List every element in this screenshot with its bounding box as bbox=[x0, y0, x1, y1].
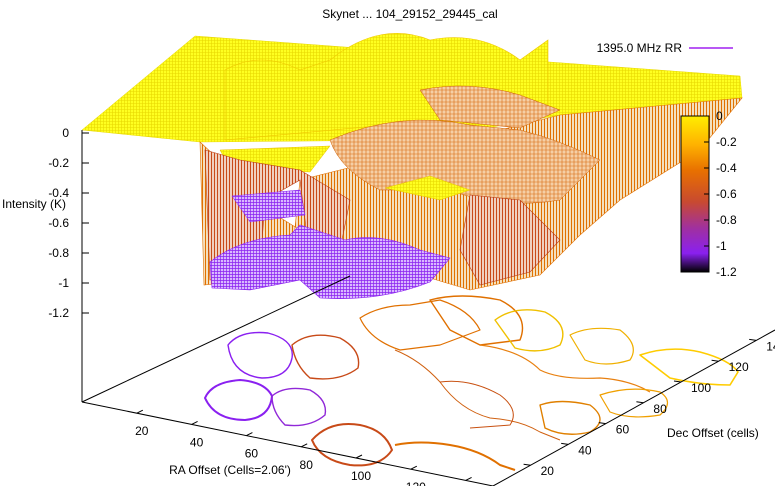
y-tick-mark bbox=[711, 359, 719, 362]
x-tick-label: 120 bbox=[406, 480, 426, 486]
x-tick-mark bbox=[246, 432, 253, 437]
z-tick-label: -1.2 bbox=[48, 306, 69, 320]
colorbar-tick-label: 0 bbox=[716, 109, 723, 123]
axes-frame bbox=[81, 130, 775, 487]
contour-yellow-2 bbox=[569, 327, 634, 365]
y-tick-mark bbox=[598, 422, 606, 425]
back-x-axis-line bbox=[81, 275, 351, 403]
x-tick-label: 60 bbox=[245, 447, 259, 461]
surface-terrace-1 bbox=[329, 119, 601, 204]
y-tick-mark bbox=[673, 380, 682, 383]
contour-orange-3 bbox=[394, 349, 561, 441]
x-tick-mark bbox=[300, 443, 308, 448]
surface-plot bbox=[81, 33, 743, 299]
contour-red-2 bbox=[311, 423, 393, 467]
x-tick-label: 20 bbox=[135, 424, 149, 438]
x-axis-line bbox=[81, 401, 494, 487]
z-tick-label: -0.6 bbox=[48, 216, 69, 230]
y-axis-label: Dec Offset (cells) bbox=[667, 426, 759, 440]
x-tick-label: 100 bbox=[351, 469, 371, 483]
contour-orange-6 bbox=[394, 441, 516, 471]
x-tick-mark bbox=[136, 409, 144, 414]
contour-purple-2 bbox=[204, 379, 273, 421]
colorbar: 0 -0.2 -0.4 -0.6 -0.8 -1 -1.2 bbox=[680, 109, 737, 279]
colorbar-tick-label: -0.6 bbox=[716, 187, 737, 201]
y-tick-label: 140 bbox=[766, 339, 775, 353]
contour-purple-1 bbox=[227, 331, 293, 379]
colorbar-tick-label: -1 bbox=[716, 239, 727, 253]
x-tick-mark bbox=[355, 454, 363, 459]
x-tick-mark bbox=[410, 465, 418, 470]
x-tick-mark bbox=[465, 476, 472, 481]
z-axis-label: Intensity (K) bbox=[2, 197, 66, 211]
contour-yellow-1 bbox=[494, 309, 564, 352]
contour-yellow-3 bbox=[639, 348, 739, 386]
y-ticks: 20 40 60 80 100 120 140 bbox=[523, 338, 775, 478]
surface-terrace-yellow bbox=[384, 175, 471, 201]
y-tick-label: 120 bbox=[729, 360, 749, 374]
y-tick-label: 40 bbox=[578, 443, 592, 457]
y-tick-mark bbox=[636, 401, 644, 404]
colorbar-ticks: 0 -0.2 -0.4 -0.6 -0.8 -1 -1.2 bbox=[704, 109, 737, 279]
surface-wall-red-2 bbox=[459, 194, 561, 286]
y-tick-label: 80 bbox=[653, 402, 667, 416]
z-tick-label: -0.8 bbox=[48, 246, 69, 260]
x-axis-label: RA Offset (Cells=2.06') bbox=[169, 463, 291, 477]
legend: 1395.0 MHz RR bbox=[597, 41, 733, 55]
z-tick-label: 0 bbox=[62, 126, 69, 140]
surface-floor-purple bbox=[209, 224, 451, 299]
contour-orange-7 bbox=[539, 400, 601, 435]
x-tick-label: 40 bbox=[190, 435, 204, 449]
contour-orange-2 bbox=[429, 295, 524, 346]
y-tick-label: 20 bbox=[541, 464, 555, 478]
base-contours bbox=[204, 295, 739, 471]
y-tick-mark bbox=[523, 463, 531, 466]
y-tick-label: 60 bbox=[616, 423, 630, 437]
chart-title: Skynet ... 104_29152_29445_cal bbox=[322, 7, 497, 21]
contour-orange-4 bbox=[479, 344, 651, 393]
z-tick-label: -0.4 bbox=[48, 186, 69, 200]
contour-orange-1 bbox=[359, 299, 481, 351]
colorbar-tick-label: -1.2 bbox=[716, 265, 737, 279]
colorbar-tick-label: -0.4 bbox=[716, 161, 737, 175]
colorbar-tick-label: -0.2 bbox=[716, 135, 737, 149]
y-tick-mark bbox=[561, 442, 569, 445]
z-ticks: 0 -0.2 -0.4 -0.6 -0.8 -1 -1.2 bbox=[48, 126, 89, 320]
contour-yellow-4 bbox=[599, 388, 669, 418]
contour-orange-5 bbox=[439, 380, 514, 429]
z-tick-label: -0.2 bbox=[48, 156, 69, 170]
legend-label: 1395.0 MHz RR bbox=[597, 41, 683, 55]
x-tick-label: 80 bbox=[300, 458, 314, 472]
surface-terrace-2 bbox=[419, 85, 561, 129]
y-tick-mark bbox=[749, 338, 757, 341]
contour-purple-3 bbox=[271, 387, 327, 427]
z-tick-label: -1 bbox=[58, 276, 69, 290]
y-axis-line bbox=[492, 329, 775, 487]
x-tick-mark bbox=[191, 420, 198, 425]
surface-floor-purple-2 bbox=[231, 189, 306, 223]
contour-red-1 bbox=[291, 334, 360, 380]
y-tick-label: 100 bbox=[691, 381, 711, 395]
colorbar-tick-label: -0.8 bbox=[716, 213, 737, 227]
